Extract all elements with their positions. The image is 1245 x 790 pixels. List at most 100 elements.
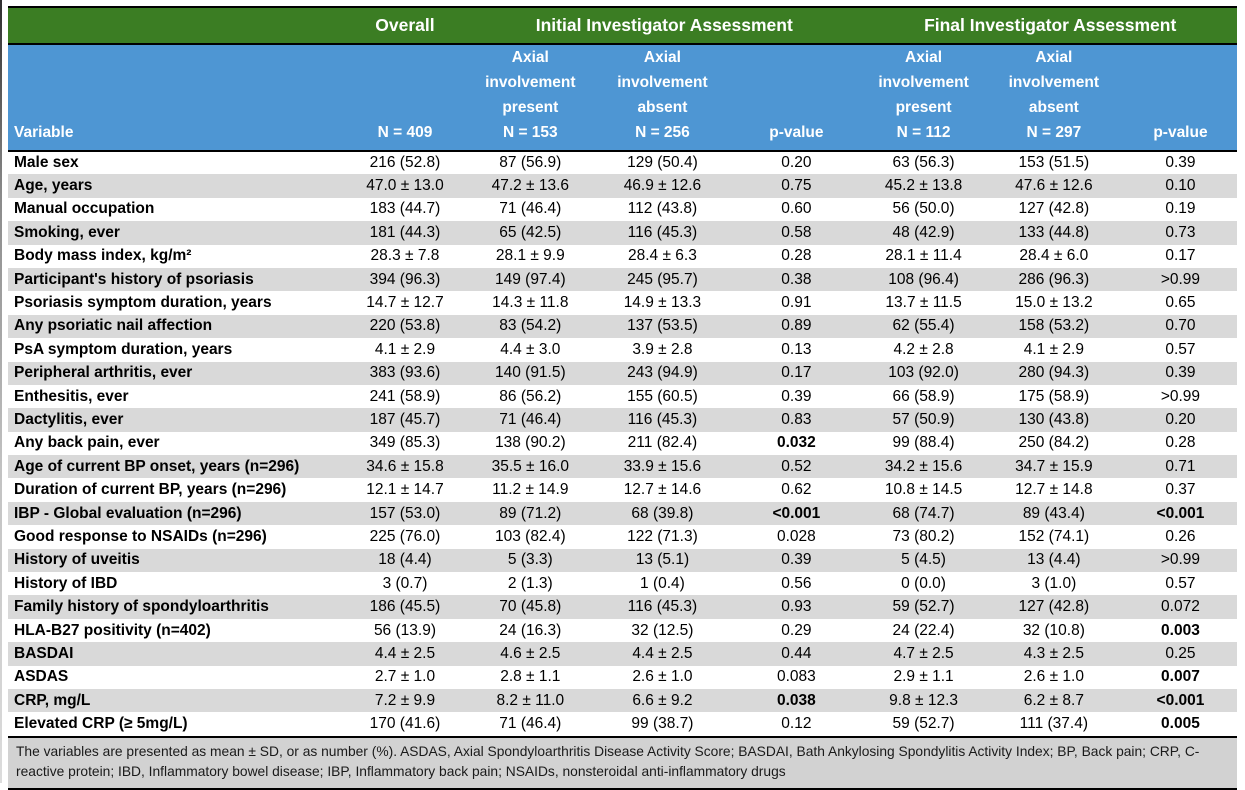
variable-name: Family history of spondyloarthritis bbox=[8, 595, 345, 619]
initial-axial-present-value: 35.5 ± 16.0 bbox=[465, 455, 596, 479]
final-p-value: 0.007 bbox=[1161, 668, 1200, 686]
initial-axial-absent-value: 32 (12.5) bbox=[631, 621, 694, 639]
variable-name: Good response to NSAIDs (n=296) bbox=[14, 527, 267, 545]
column-header-variable: Variable bbox=[8, 44, 345, 152]
table-row: History of IBD 3 (0.7) 2 (1.3) 1 (0.4) 0… bbox=[8, 572, 1237, 595]
final-axial-absent-value: 127 (42.8) bbox=[983, 595, 1124, 619]
initial-axial-absent-value: 112 (43.8) bbox=[627, 200, 698, 218]
table-row: Duration of current BP, years (n=296) 12… bbox=[8, 478, 1237, 501]
overall-value: 34.6 ± 15.8 bbox=[344, 455, 466, 479]
overall-value: 186 (45.5) bbox=[344, 595, 466, 619]
table-row: ASDAS 2.7 ± 1.0 2.8 ± 1.1 2.6 ± 1.0 0.08… bbox=[8, 666, 1237, 689]
final-p-value: 0.39 bbox=[1123, 361, 1237, 385]
table-row: BASDAI 4.4 ± 2.5 4.6 ± 2.5 4.4 ± 2.5 0.4… bbox=[8, 642, 1237, 666]
initial-axial-present-value: 70 (45.8) bbox=[465, 595, 596, 619]
column-header-row: Variable N = 409 Axial involvement prese… bbox=[8, 44, 1237, 152]
initial-p-value: 0.62 bbox=[781, 481, 812, 499]
column-header-overall-n: N = 409 bbox=[344, 44, 466, 152]
final-axial-absent-value: 133 (44.8) bbox=[983, 221, 1124, 245]
overall-n-label: N = 409 bbox=[377, 124, 433, 141]
initial-axial-absent-value: 116 (45.3) bbox=[595, 221, 730, 245]
overall-value: 2.7 ± 1.0 bbox=[374, 668, 436, 686]
final-axial-absent-value: 32 (10.8) bbox=[1022, 621, 1085, 639]
column-header-final-p-value: p-value bbox=[1123, 44, 1237, 152]
initial-axial-present-value: 140 (91.5) bbox=[465, 361, 596, 385]
table-row: Body mass index, kg/m² 28.3 ± 7.8 28.1 ±… bbox=[8, 245, 1237, 268]
initial-p-value: 0.58 bbox=[729, 221, 864, 245]
variable-name: Peripheral arthritis, ever bbox=[8, 361, 345, 385]
final-p-value: 0.26 bbox=[1165, 527, 1196, 545]
initial-absent-n-label: N = 256 bbox=[635, 124, 690, 141]
initial-p-value: 0.39 bbox=[729, 548, 864, 573]
initial-axial-absent-value: 4.4 ± 2.5 bbox=[595, 642, 730, 666]
overall-value: 170 (41.6) bbox=[369, 715, 441, 733]
variable-name: Body mass index, kg/m² bbox=[14, 247, 192, 265]
final-axial-absent-value: 6.2 ± 8.7 bbox=[983, 688, 1124, 713]
final-p-value: 0.25 bbox=[1123, 642, 1237, 666]
final-p-value: 0.19 bbox=[1165, 200, 1196, 218]
table-row: Participant's history of psoriasis 394 (… bbox=[8, 267, 1237, 292]
initial-p-value: 0.028 bbox=[776, 527, 816, 545]
final-axial-present-value: 62 (55.4) bbox=[863, 314, 984, 339]
initial-p-value: 0.17 bbox=[729, 361, 864, 385]
group-header-initial-assessment: Initial Investigator Assessment bbox=[465, 7, 864, 45]
variable-name: Age, years bbox=[8, 174, 345, 198]
initial-axial-present-value: 24 (16.3) bbox=[499, 621, 562, 639]
final-axial-present-value: 9.8 ± 12.3 bbox=[863, 688, 984, 713]
initial-axial-present-value: 8.2 ± 11.0 bbox=[465, 688, 596, 713]
overall-value: 225 (76.0) bbox=[369, 527, 441, 545]
final-axial-absent-value: 12.7 ± 14.8 bbox=[1015, 481, 1093, 499]
column-header-final-axial-present: Axial involvement present N = 112 bbox=[863, 44, 984, 152]
final-axial-absent-value: 286 (96.3) bbox=[983, 267, 1124, 292]
initial-axial-present-value: 149 (97.4) bbox=[465, 267, 596, 292]
column-header-initial-axial-absent: Axial involvement absent N = 256 bbox=[595, 44, 730, 152]
initial-axial-absent-value: 12.7 ± 14.6 bbox=[623, 481, 702, 499]
column-header-final-axial-absent: Axial involvement absent N = 297 bbox=[983, 44, 1124, 152]
column-header-initial-axial-present: Axial involvement present N = 153 bbox=[465, 44, 596, 152]
column-header-initial-p-value: p-value bbox=[729, 44, 864, 152]
initial-axial-present-value: 47.2 ± 13.6 bbox=[465, 174, 596, 198]
initial-axial-present-value: 71 (46.4) bbox=[499, 200, 562, 218]
final-axial-absent-value: 280 (94.3) bbox=[983, 361, 1124, 385]
table-row: History of uveitis 18 (4.4) 5 (3.3) 13 (… bbox=[8, 548, 1237, 573]
final-p-value: 0.17 bbox=[1165, 247, 1196, 265]
final-axial-present-value: 48 (42.9) bbox=[863, 221, 984, 245]
group-header-spacer bbox=[8, 7, 345, 45]
initial-present-n-label: N = 153 bbox=[502, 124, 558, 141]
initial-p-value: 0.52 bbox=[729, 455, 864, 479]
final-axial-present-value: 34.2 ± 15.6 bbox=[863, 455, 984, 479]
overall-value: 187 (45.7) bbox=[344, 408, 466, 432]
group-header-row: Overall Initial Investigator Assessment … bbox=[8, 7, 1237, 45]
initial-axial-present-value: 2.8 ± 1.1 bbox=[500, 668, 561, 686]
initial-axial-absent-value: 245 (95.7) bbox=[595, 267, 730, 292]
final-p-value: >0.99 bbox=[1123, 548, 1237, 573]
variable-name: Male sex bbox=[14, 154, 79, 172]
initial-axial-present-value: 2 (1.3) bbox=[507, 574, 553, 592]
final-p-value: 0.072 bbox=[1123, 595, 1237, 619]
initial-axial-absent-value: 2.6 ± 1.0 bbox=[632, 668, 693, 686]
initial-p-value: 0.038 bbox=[729, 688, 864, 713]
table-row: Elevated CRP (≥ 5mg/L) 170 (41.6) 71 (46… bbox=[8, 712, 1237, 735]
variable-name: Manual occupation bbox=[14, 200, 155, 218]
final-axial-present-value: 45.2 ± 13.8 bbox=[863, 174, 984, 198]
table-row: CRP, mg/L 7.2 ± 9.9 8.2 ± 11.0 6.6 ± 9.2… bbox=[8, 688, 1237, 713]
final-axial-absent-value: 111 (37.4) bbox=[1019, 715, 1089, 733]
initial-p-value: 0.38 bbox=[729, 267, 864, 292]
variable-name: PsA symptom duration, years bbox=[14, 340, 233, 358]
final-axial-present-value: 28.1 ± 11.4 bbox=[885, 247, 962, 265]
initial-axial-present-value: 86 (56.2) bbox=[499, 387, 562, 405]
initial-axial-absent-value: 28.4 ± 6.3 bbox=[628, 247, 697, 265]
initial-axial-present-value: 71 (46.4) bbox=[465, 408, 596, 432]
initial-axial-absent-value: 14.9 ± 13.3 bbox=[623, 294, 702, 312]
final-axial-present-value: 108 (96.4) bbox=[863, 267, 984, 292]
overall-value: 14.7 ± 12.7 bbox=[366, 294, 444, 312]
overall-value: 183 (44.7) bbox=[369, 200, 441, 218]
initial-axial-absent-value: 116 (45.3) bbox=[595, 408, 730, 432]
initial-p-value: 0.29 bbox=[781, 621, 812, 639]
variable-name: Any back pain, ever bbox=[14, 434, 160, 452]
final-axial-present-value: 4.7 ± 2.5 bbox=[863, 642, 984, 666]
final-axial-absent-value: 130 (43.8) bbox=[983, 408, 1124, 432]
final-axial-present-value: 4.2 ± 2.8 bbox=[893, 340, 954, 358]
final-p-value: 0.70 bbox=[1123, 314, 1237, 339]
